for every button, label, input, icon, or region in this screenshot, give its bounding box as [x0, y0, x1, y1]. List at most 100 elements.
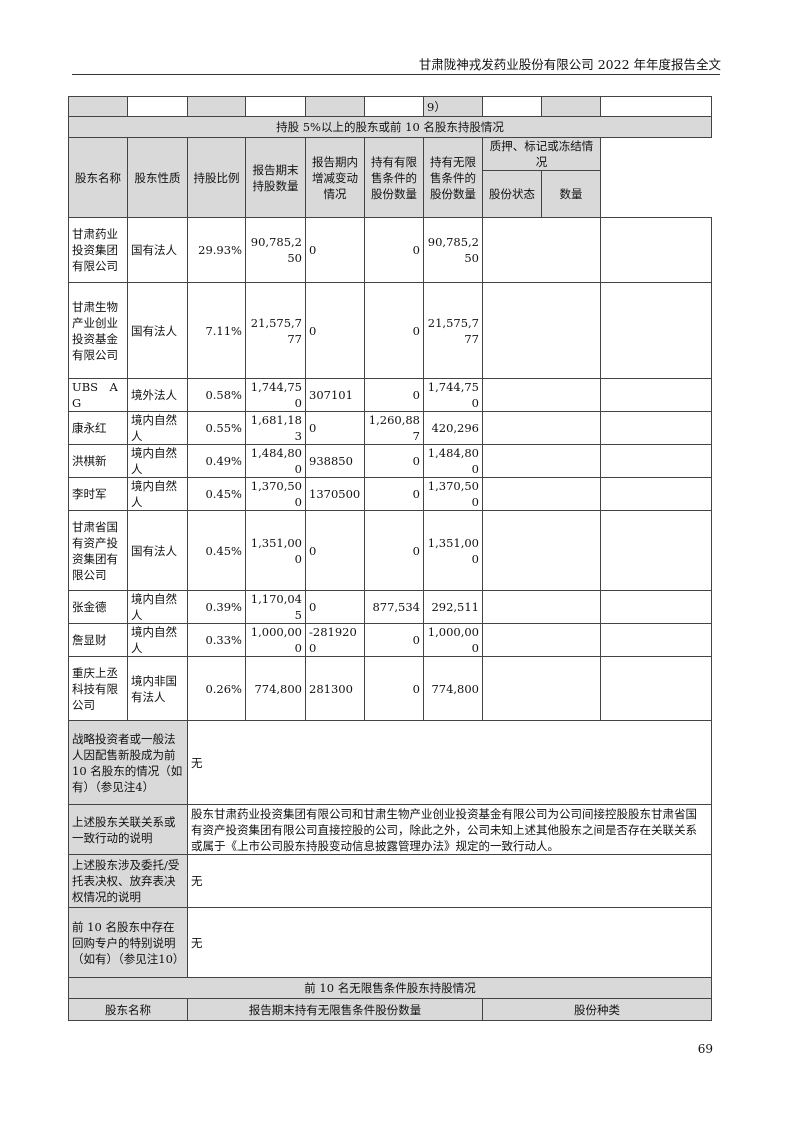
cell-restricted: 0 [364, 510, 424, 591]
cell-status [482, 282, 601, 379]
cell-ratio: 29.93% [187, 217, 246, 283]
cell-status [482, 217, 601, 283]
cell-change: 0 [305, 510, 365, 591]
cell-restricted: 877,534 [364, 590, 424, 624]
cell-name: 甘肃生物产业创业投资基金有限公司 [68, 282, 128, 379]
cell-unrestricted: 90,785,250 [423, 217, 483, 283]
cell-restricted: 0 [364, 477, 424, 511]
cell-status [482, 623, 601, 657]
cell-unrestricted: 1,000,000 [423, 623, 483, 657]
cell-qty [600, 656, 712, 721]
cell-name: 甘肃省国有资产投资集团有限公司 [68, 510, 128, 591]
cell-change: -2819200 [305, 623, 365, 657]
table-row: 重庆上丞科技有限公司 境内非国有法人 0.26% 774,800 281300 0 774,… [68, 656, 712, 721]
cell-restricted: 0 [364, 444, 424, 478]
cell-type: 境内自然人 [127, 444, 188, 478]
cell-ratio: 0.26% [187, 656, 246, 721]
cell-restricted: 0 [364, 378, 424, 412]
header-divider [72, 74, 720, 75]
cell-status [482, 444, 601, 478]
cell [600, 96, 712, 117]
table-row: 詹显财 境内自然人 0.33% 1,000,000 -2819200 0 1,000,000 [68, 623, 712, 657]
cell-status [482, 656, 601, 721]
cell-unrestricted: 1,484,800 [423, 444, 483, 478]
table-row: 甘肃生物产业创业投资基金有限公司 国有法人 7.11% 21,575,777 0 0 21,… [68, 282, 712, 379]
column-header: 股东名称 [68, 998, 188, 1021]
cell-qty [600, 282, 712, 379]
table-row: 张金德 境内自然人 0.39% 1,170,045 0 877,534 292,511 [68, 590, 712, 624]
cell-name: 李时军 [68, 477, 128, 511]
cell-ratio: 0.49% [187, 444, 246, 478]
cell-status [482, 477, 601, 511]
cell [127, 96, 188, 117]
document-header-title: 甘肃陇神戎发药业股份有限公司 2022 年年度报告全文 [418, 57, 721, 72]
table-row: UBS AG 境外法人 0.58% 1,744,750 307101 0 1,744,750 [68, 378, 712, 412]
cell-type: 境内自然人 [127, 623, 188, 657]
cell-unrestricted: 292,511 [423, 590, 483, 624]
cell-end: 21,575,777 [245, 282, 306, 379]
cell-end: 1,000,000 [245, 623, 306, 657]
cell-end: 1,484,800 [245, 444, 306, 478]
cell-ratio: 0.39% [187, 590, 246, 624]
cell-ratio: 0.33% [187, 623, 246, 657]
cell-ratio: 0.55% [187, 411, 246, 445]
cell-type: 境内自然人 [127, 590, 188, 624]
cell: 9） [423, 96, 483, 117]
cell-change: 0 [305, 282, 365, 379]
column-header: 持股比例 [187, 137, 246, 218]
cell-restricted: 0 [364, 217, 424, 283]
top-continuation-row: 9） [68, 96, 712, 117]
table-row: 康永红 境内自然人 0.55% 1,681,183 0 1,260,887 420,296 [68, 411, 712, 445]
cell-end: 1,744,750 [245, 378, 306, 412]
cell-type: 境外法人 [127, 378, 188, 412]
cell-change: 0 [305, 411, 365, 445]
cell-status [482, 378, 601, 412]
table-row: 李时军 境内自然人 0.45% 1,370,500 1370500 0 1,370,500 [68, 477, 712, 511]
cell-qty [600, 477, 712, 511]
column-header: 股份种类 [482, 998, 712, 1021]
cell-restricted: 0 [364, 656, 424, 721]
cell-end: 1,170,045 [245, 590, 306, 624]
cell-end: 1,370,500 [245, 477, 306, 511]
cell-unrestricted: 1,744,750 [423, 378, 483, 412]
cell-change: 281300 [305, 656, 365, 721]
cell-type: 境内自然人 [127, 411, 188, 445]
cell-name: 洪棋新 [68, 444, 128, 478]
cell-end: 1,681,183 [245, 411, 306, 445]
cell-name: 重庆上丞科技有限公司 [68, 656, 128, 721]
cell-restricted: 0 [364, 623, 424, 657]
column-header: 股份状态 [482, 170, 542, 218]
note-label: 战略投资者或一般法人因配售新股成为前 10 名股东的情况（如有）（参见注4） [68, 720, 188, 805]
table-row: 甘肃省国有资产投资集团有限公司 国有法人 0.45% 1,351,000 0 0 1,351… [68, 510, 712, 591]
cell [364, 96, 424, 117]
cell-type: 境内自然人 [127, 477, 188, 511]
note-value: 无 [187, 854, 712, 908]
cell-ratio: 0.45% [187, 477, 246, 511]
cell-end: 1,351,000 [245, 510, 306, 591]
column-header: 持有无限售条件的股份数量 [423, 137, 483, 218]
column-header: 报告期末持有无限售条件股份数量 [187, 998, 483, 1021]
cell [245, 96, 306, 117]
cell-type: 国有法人 [127, 510, 188, 591]
note-label: 上述股东关联关系或一致行动的说明 [68, 804, 188, 855]
note-value: 无 [187, 907, 712, 978]
column-header: 持有有限售条件的股份数量 [364, 137, 424, 218]
cell-type: 国有法人 [127, 282, 188, 379]
cell-end: 90,785,250 [245, 217, 306, 283]
shareholder-table: 9） 持股 5%以上的股东或前 10 名股东持股情况 股东名称 股东性质 持股比… [68, 96, 712, 1021]
column-header: 数量 [541, 170, 601, 218]
note-label: 上述股东涉及委托/受托表决权、放弃表决权情况的说明 [68, 854, 188, 908]
cell-restricted: 1,260,887 [364, 411, 424, 445]
cell-name: 康永红 [68, 411, 128, 445]
cell-change: 938850 [305, 444, 365, 478]
cell-change: 0 [305, 217, 365, 283]
table-row: 甘肃药业投资集团有限公司 国有法人 29.93% 90,785,250 0 0 90,785… [68, 217, 712, 283]
cell [482, 96, 542, 117]
cell-ratio: 7.11% [187, 282, 246, 379]
cell-change: 0 [305, 590, 365, 624]
cell-qty [600, 510, 712, 591]
column-header: 报告期末持股数量 [245, 137, 306, 218]
cell-change: 307101 [305, 378, 365, 412]
cell-ratio: 0.45% [187, 510, 246, 591]
page-number: 69 [697, 1042, 713, 1056]
